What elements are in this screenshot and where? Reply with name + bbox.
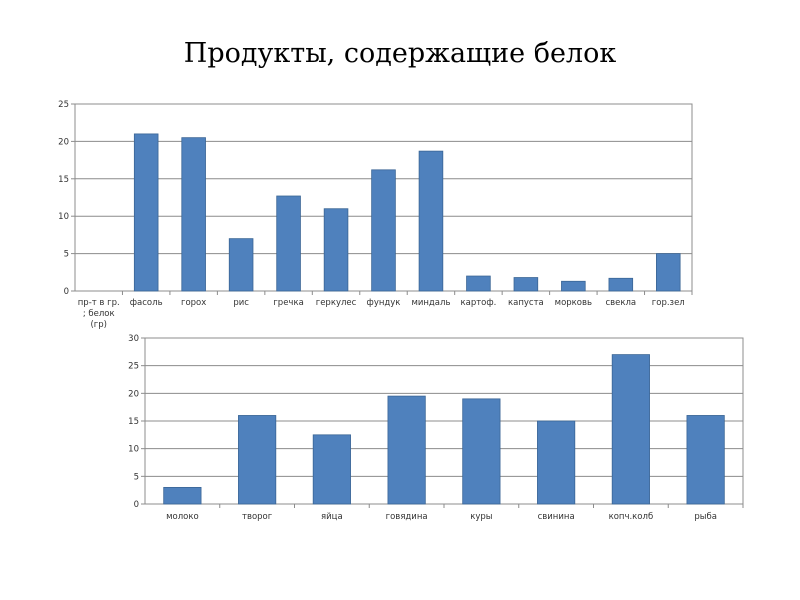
bar [323,208,349,292]
x-tick-label: капуста [508,298,544,308]
y-tick-label: 15 [58,175,69,185]
y-tick-label: 20 [58,137,69,147]
y-tick-label: 30 [128,334,139,344]
bar [462,398,501,505]
grid [141,337,744,508]
x-tick-label: гречка [273,298,303,308]
x-tick-label: горох [181,298,206,308]
bar [387,395,426,505]
x-tick-label: говядина [386,512,428,522]
bar [181,137,206,292]
x-tick-label: геркулес [316,298,357,308]
bar [312,434,351,505]
bar [238,415,277,505]
x-tick-label: творог [242,512,273,522]
bar [513,277,539,292]
x-tick-label: рыба [694,512,717,522]
x-tick-label: пр-т в гр.; белок (гр) [78,298,120,330]
x-tick-label: картоф. [460,298,496,308]
bar [608,277,634,292]
bar [133,133,159,292]
bar [561,280,586,292]
x-tick-label: яйца [321,512,343,522]
x-tick-label: молоко [166,512,199,522]
y-tick-label: 0 [134,500,139,510]
bar [163,486,202,505]
y-tick-label: 10 [58,212,69,222]
bar [537,420,576,505]
x-tick-label: фундук [367,298,401,308]
bar [466,275,491,292]
y-tick-label: 15 [128,417,139,427]
x-tick-label: куры [470,512,492,522]
bar [228,238,254,292]
x-tick-label: рис [233,298,249,308]
y-tick-label: 5 [134,472,139,482]
x-tick-label: свинина [538,512,575,522]
x-tick-label: свекла [605,298,636,308]
bar [418,150,444,292]
y-tick-label: 0 [64,287,69,297]
y-tick-label: 25 [58,100,69,110]
y-tick-label: 5 [64,250,69,260]
plot-area [144,337,744,505]
bar [686,415,725,505]
x-tick-label: гор.зел [652,298,685,308]
bar [656,253,681,292]
x-tick-label: морковь [555,298,592,308]
y-tick-label: 10 [128,445,139,455]
x-tick-label: копч.колб [609,512,654,522]
bar [276,195,301,292]
y-tick-label: 25 [128,362,139,372]
bar [371,169,396,292]
y-tick-label: 20 [128,389,139,399]
bar [611,354,650,505]
x-tick-label: миндаль [411,298,450,308]
slide-title: Продукты, содержащие белок [183,38,617,69]
x-tick-label: фасоль [130,298,163,308]
